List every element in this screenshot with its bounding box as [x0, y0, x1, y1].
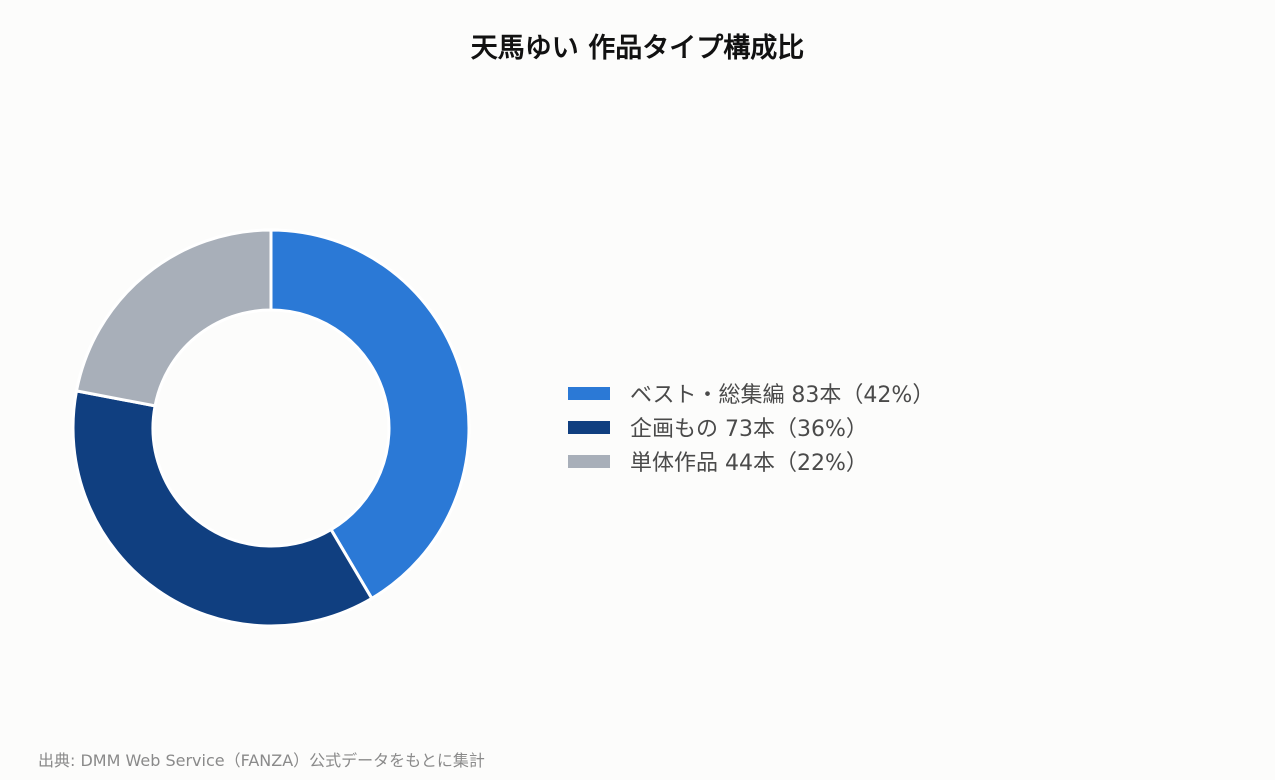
legend-swatch-single — [568, 454, 610, 468]
legend-label-best: ベスト・総集編 83本（42%） — [630, 383, 935, 408]
source-note: 出典: DMM Web Service（FANZA）公式データをもとに集計 — [38, 751, 485, 770]
chart-legend: ベスト・総集編 83本（42%） 企画もの 73本（36%） 単体作品 44本（… — [568, 376, 934, 478]
legend-item-planning: 企画もの 73本（36%） — [568, 410, 934, 444]
legend-swatch-planning — [568, 420, 610, 434]
legend-item-best: ベスト・総集編 83本（42%） — [568, 376, 934, 410]
legend-label-planning: 企画もの 73本（36%） — [630, 417, 868, 442]
legend-label-single: 単体作品 44本（22%） — [630, 451, 868, 476]
legend-swatch-best — [568, 386, 610, 400]
slice-planning — [71, 389, 374, 628]
donut-slices — [71, 228, 471, 628]
chart-title: 天馬ゆい 作品タイプ構成比 — [470, 33, 805, 64]
slice-best — [269, 228, 471, 601]
donut-chart — [71, 228, 471, 628]
slice-single — [74, 228, 273, 408]
legend-item-single: 単体作品 44本（22%） — [568, 444, 934, 478]
